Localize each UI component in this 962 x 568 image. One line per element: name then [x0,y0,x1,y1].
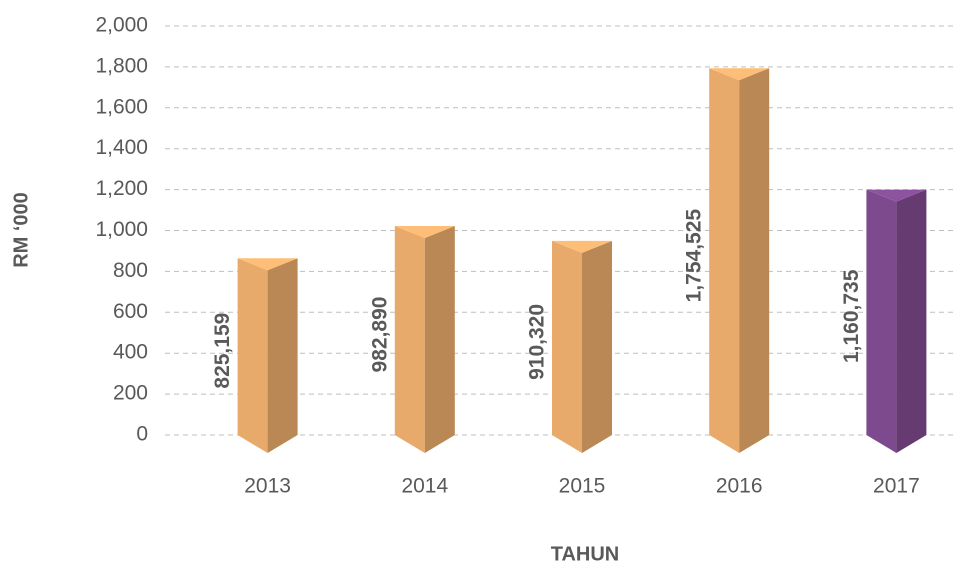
y-tick-label: 600 [113,300,148,323]
y-tick-label: 1,600 [95,95,148,118]
bar-left-face [394,225,425,453]
bar-left-face [709,68,740,453]
value-label: 1,754,525 [683,209,706,303]
bar [709,68,770,453]
bar-top-face [394,225,455,238]
bar-right-face [582,240,612,453]
bar-left-face [552,240,582,453]
y-axis-title: RM ‘000 [10,192,32,268]
y-tick-label: 800 [113,259,148,282]
bar [866,189,927,453]
bar-right-face [739,68,770,453]
bar-top-face [709,68,770,81]
bar-left-face [237,258,268,453]
bar-left-face [866,189,897,453]
bar-right-face [267,258,298,453]
bar [394,225,455,453]
x-axis-title: TAHUN [551,543,620,565]
y-tick-label: 2,000 [95,14,148,37]
x-tick-label: 2017 [873,475,920,498]
x-tick-label: 2014 [401,475,448,498]
y-tick-label: 1,000 [95,218,148,241]
value-label: 982,890 [368,297,391,373]
bar-top-face [552,240,612,253]
bar-top-face [866,189,927,202]
y-tick-label: 200 [113,382,148,405]
y-tick-label: 1,800 [95,54,148,77]
x-tick-label: 2013 [244,475,291,498]
value-label: 825,159 [211,313,234,389]
x-tick-label: 2015 [559,475,606,498]
y-tick-label: 400 [113,341,148,364]
value-label: 910,320 [526,304,549,380]
bar-right-face [896,189,927,453]
bar [552,240,612,453]
bar-right-face [424,225,455,453]
x-tick-label: 2016 [716,475,763,498]
bar-top-face [237,258,298,271]
y-tick-label: 0 [136,423,148,446]
bar [237,258,298,453]
y-tick-label: 1,400 [95,136,148,159]
y-tick-label: 1,200 [95,177,148,200]
value-label: 1,160,735 [840,269,863,363]
